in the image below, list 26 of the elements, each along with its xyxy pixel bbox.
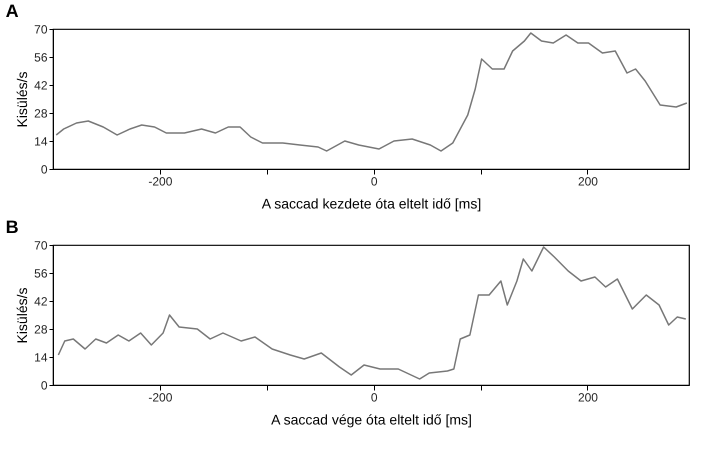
line-series xyxy=(55,32,688,152)
y-tick-label: 28 xyxy=(34,322,48,336)
y-tick-label: 28 xyxy=(34,106,48,120)
y-axis-title: Kisülés/s xyxy=(14,287,30,344)
y-tick-label: 14 xyxy=(34,134,48,148)
y-tick-label: 42 xyxy=(34,294,48,308)
y-tick-label: 70 xyxy=(34,22,48,36)
y-tick-label: 56 xyxy=(34,266,48,280)
y-tick-label: 0 xyxy=(40,378,48,392)
x-axis-title: A saccad kezdete óta eltelt idő [ms] xyxy=(262,196,482,212)
x-tick-label: -200 xyxy=(148,174,173,188)
x-axis-title: A saccad vége óta eltelt idő [ms] xyxy=(271,412,472,428)
y-tick-label: 42 xyxy=(34,78,48,92)
y-axis-title: Kisülés/s xyxy=(14,71,30,128)
chart-title: A xyxy=(6,1,19,21)
y-tick-label: 14 xyxy=(34,350,48,364)
y-tick-label: 0 xyxy=(40,162,48,176)
x-tick-label: 200 xyxy=(578,174,598,188)
x-tick-label: 0 xyxy=(370,174,378,188)
x-tick-label: 200 xyxy=(578,390,598,404)
chart-title: B xyxy=(6,217,19,237)
y-tick-label: 70 xyxy=(34,238,48,252)
line-series xyxy=(58,246,687,380)
x-tick-label: 0 xyxy=(370,390,378,404)
x-tick-label: -200 xyxy=(148,390,173,404)
y-tick-label: 56 xyxy=(34,50,48,64)
